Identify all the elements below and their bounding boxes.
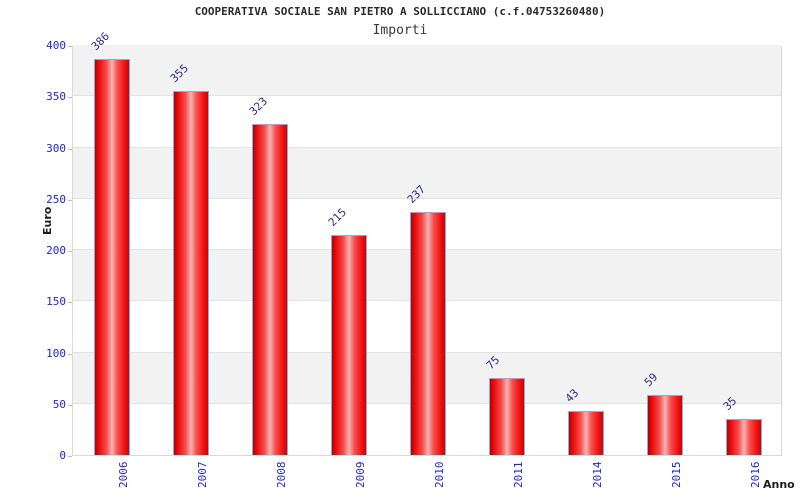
x-tick-label: 2014 bbox=[590, 461, 604, 489]
x-tick-label: 2011 bbox=[511, 461, 525, 489]
y-tick-mark bbox=[68, 353, 72, 355]
x-tick-label: 2007 bbox=[196, 461, 210, 489]
x-tick-label: 2016 bbox=[748, 461, 762, 489]
bar[interactable] bbox=[94, 59, 131, 455]
chart-title: COOPERATIVA SOCIALE SAN PIETRO A SOLLICC… bbox=[194, 5, 606, 18]
bar[interactable] bbox=[646, 394, 683, 455]
y-axis-title: Euro bbox=[41, 206, 54, 235]
y-tick-mark bbox=[68, 251, 72, 252]
bar[interactable] bbox=[173, 91, 210, 455]
y-tick-mark bbox=[68, 404, 72, 406]
y-tick-label: 50 bbox=[52, 397, 66, 411]
bar[interactable] bbox=[252, 123, 289, 455]
bar[interactable] bbox=[488, 378, 525, 455]
y-tick-label: 350 bbox=[46, 90, 66, 104]
bar-value-label: 323 bbox=[247, 94, 271, 118]
y-tick-label: 250 bbox=[46, 192, 66, 206]
bar[interactable] bbox=[725, 419, 762, 455]
y-tick-label: 400 bbox=[46, 39, 66, 52]
y-tick-mark bbox=[68, 199, 72, 201]
x-tick-label: 2015 bbox=[669, 461, 683, 489]
bar[interactable] bbox=[331, 234, 368, 455]
bar[interactable] bbox=[410, 212, 446, 455]
bar[interactable] bbox=[567, 410, 604, 455]
gridline bbox=[73, 197, 781, 199]
gridline bbox=[73, 146, 781, 148]
x-tick-label: 2010 bbox=[433, 461, 446, 489]
chart-subtitle: Importi bbox=[372, 23, 428, 38]
y-tick-mark bbox=[68, 46, 72, 47]
y-tick-label: 0 bbox=[59, 449, 66, 462]
x-tick-label: 2006 bbox=[117, 461, 131, 489]
x-axis-title: Anno bbox=[763, 478, 795, 491]
bar-value-label: 215 bbox=[325, 205, 350, 229]
plot-area: 386 355 323 215 237 75 43 59 35 bbox=[72, 30, 782, 456]
y-tick-label: 150 bbox=[46, 295, 66, 309]
y-tick-mark bbox=[68, 97, 72, 99]
gridline bbox=[73, 95, 781, 97]
background-band bbox=[73, 45, 781, 97]
y-tick-label: 200 bbox=[46, 244, 66, 257]
y-tick-mark bbox=[68, 148, 72, 150]
y-tick-mark bbox=[68, 302, 72, 304]
y-tick-mark bbox=[68, 456, 72, 457]
y-tick-label: 100 bbox=[46, 346, 66, 360]
y-tick-label: 300 bbox=[46, 141, 66, 155]
x-tick-label: 2009 bbox=[354, 461, 368, 489]
x-tick-label: 2008 bbox=[275, 461, 289, 489]
